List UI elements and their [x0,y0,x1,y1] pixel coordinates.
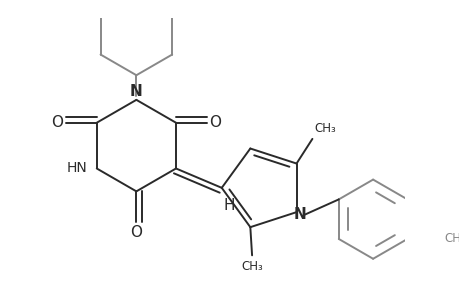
Text: N: N [130,84,142,99]
Text: O: O [209,115,221,130]
Text: HN: HN [67,161,88,176]
Text: CH₃: CH₃ [443,232,459,245]
Text: N: N [293,207,306,222]
Text: CH₃: CH₃ [241,260,263,273]
Text: H: H [223,198,234,213]
Text: CH₃: CH₃ [313,122,335,135]
Text: O: O [130,225,142,240]
Text: O: O [51,115,63,130]
